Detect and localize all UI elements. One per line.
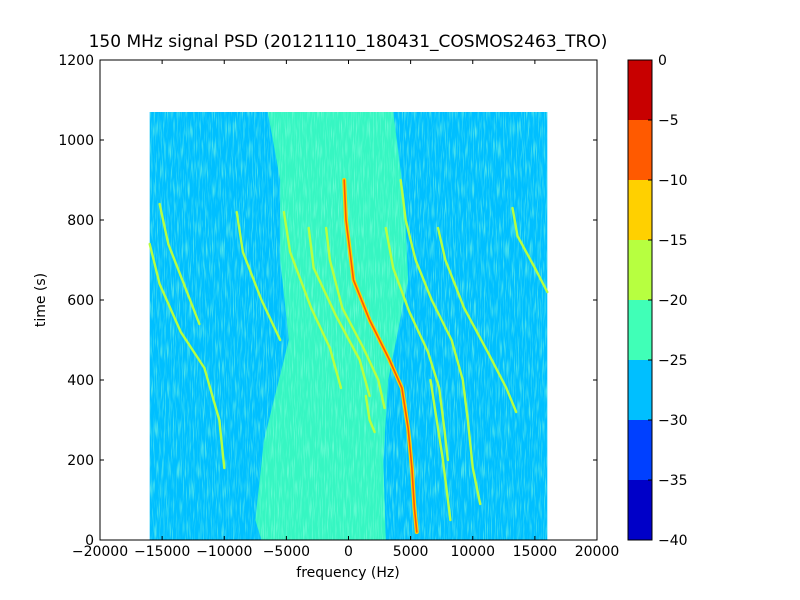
signal-trace bbox=[364, 394, 376, 434]
y-tick-label: 1200 bbox=[58, 53, 94, 69]
y-tick-label: 1000 bbox=[58, 133, 94, 149]
colorbar-tick-label: −20 bbox=[658, 293, 688, 309]
x-tick-label: 0 bbox=[344, 544, 353, 560]
series-layer bbox=[148, 178, 549, 534]
y-axis: 0 200 400 600 800 1000 1200 bbox=[58, 53, 597, 549]
colorbar-tick-label: −15 bbox=[658, 233, 688, 249]
x-tick-label: 20000 bbox=[575, 544, 620, 560]
colorbar-segment bbox=[628, 360, 652, 420]
colorbar-segment bbox=[628, 300, 652, 360]
colorbar-tick-label: 0 bbox=[658, 53, 667, 69]
signal-trace bbox=[511, 206, 549, 294]
colorbar-segment bbox=[628, 60, 652, 120]
chart-title: 150 MHz signal PSD (20121110_180431_COSM… bbox=[89, 32, 608, 52]
y-tick-label: 200 bbox=[67, 453, 94, 469]
colorbar-tick-label: −10 bbox=[658, 173, 688, 189]
colorbar-tick-label: −25 bbox=[658, 353, 688, 369]
colorbar-segment bbox=[628, 480, 652, 540]
colorbar-segment bbox=[628, 180, 652, 240]
colorbar-tick-label: −35 bbox=[658, 473, 688, 489]
signal-trace bbox=[436, 226, 518, 414]
signal-trace bbox=[429, 378, 452, 522]
colorbar-segment bbox=[628, 240, 652, 300]
y-tick-label: 400 bbox=[67, 373, 94, 389]
colorbar-tick-label: −40 bbox=[658, 533, 688, 549]
signal-trace bbox=[307, 226, 371, 398]
x-tick-label: −15000 bbox=[134, 544, 190, 560]
colorbar-tick-label: −30 bbox=[658, 413, 688, 429]
x-tick-label: 5000 bbox=[393, 544, 429, 560]
colorbar-tick-label: −5 bbox=[658, 113, 679, 129]
signal-trace bbox=[399, 178, 482, 506]
colorbar-segment bbox=[628, 420, 652, 480]
heatmap-layer bbox=[149, 112, 548, 540]
signal-trace bbox=[343, 179, 418, 533]
signal-trace bbox=[148, 242, 226, 470]
signal-trace bbox=[282, 210, 343, 390]
signal-trace bbox=[158, 202, 201, 326]
y-tick-label: 0 bbox=[85, 533, 94, 549]
x-tick-label: 15000 bbox=[513, 544, 558, 560]
x-tick-label: 10000 bbox=[450, 544, 495, 560]
signal-trace bbox=[324, 226, 386, 410]
x-axis: −20000 −15000 −10000 −5000 0 5000 10000 15000 20… bbox=[72, 60, 619, 560]
y-tick-label: 800 bbox=[67, 213, 94, 229]
x-tick-label: −10000 bbox=[196, 544, 252, 560]
signal-trace bbox=[235, 210, 282, 342]
x-tick-label: −20000 bbox=[72, 544, 128, 560]
colorbar: 0 −5 −10 −15 −20 −25 −30 −35 −40 bbox=[627, 53, 688, 549]
y-axis-label: time (s) bbox=[33, 273, 49, 327]
x-axis-label: frequency (Hz) bbox=[296, 565, 399, 581]
x-tick-label: −5000 bbox=[263, 544, 310, 560]
heatmap-noise-texture bbox=[149, 112, 548, 540]
colorbar-segment bbox=[628, 120, 652, 180]
plot-area: −20000 −15000 −10000 −5000 0 5000 10000 15000 20… bbox=[58, 53, 619, 560]
y-tick-label: 600 bbox=[67, 293, 94, 309]
signal-trace bbox=[384, 226, 450, 462]
